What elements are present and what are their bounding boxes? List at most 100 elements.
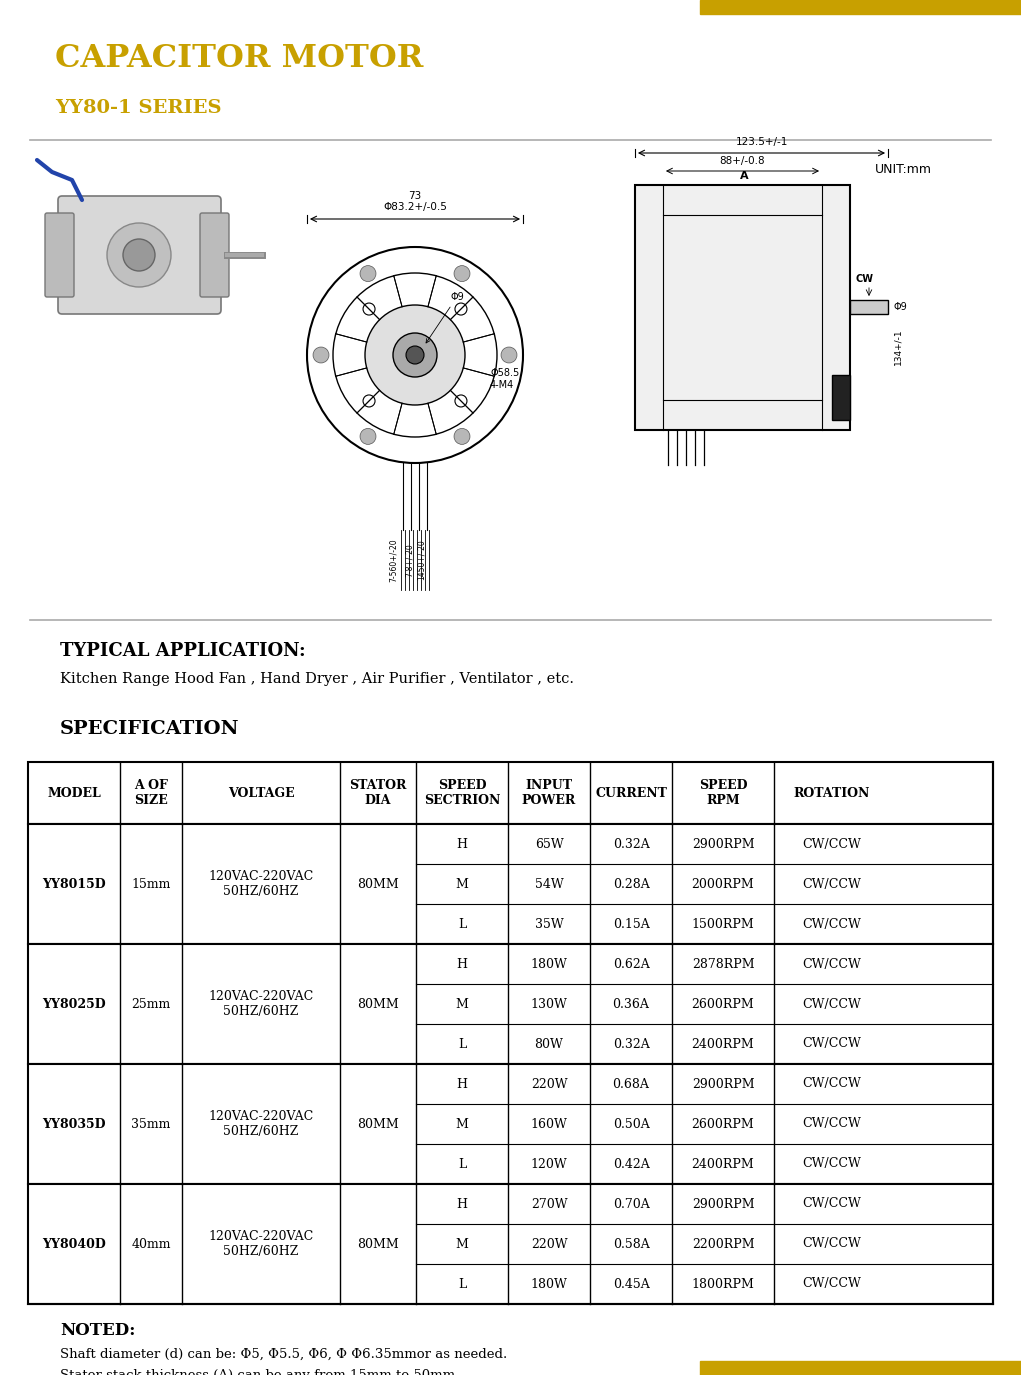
Text: YY8035D: YY8035D bbox=[42, 1118, 106, 1130]
Circle shape bbox=[393, 333, 437, 377]
Text: ROTATION: ROTATION bbox=[793, 786, 870, 799]
Bar bbox=[700, 0, 1021, 14]
Text: SPEED
RPM: SPEED RPM bbox=[698, 780, 747, 807]
Text: 2400RPM: 2400RPM bbox=[691, 1158, 755, 1170]
Text: 7-560+/-20: 7-560+/-20 bbox=[389, 538, 397, 582]
Circle shape bbox=[107, 223, 171, 287]
Text: 88+/-0.8: 88+/-0.8 bbox=[720, 155, 766, 166]
Text: L: L bbox=[457, 1038, 467, 1050]
Circle shape bbox=[454, 429, 470, 444]
Text: 120W: 120W bbox=[531, 1158, 568, 1170]
Text: 220W: 220W bbox=[531, 1238, 568, 1250]
Bar bbox=[28, 762, 993, 824]
Text: SPEED
SECTRION: SPEED SECTRION bbox=[424, 780, 500, 807]
Bar bbox=[700, 1361, 1021, 1375]
Text: 2900RPM: 2900RPM bbox=[691, 1078, 755, 1090]
Text: Shaft diameter (d) can be: Φ5, Φ5.5, Φ6, Φ Φ6.35mmor as needed.: Shaft diameter (d) can be: Φ5, Φ5.5, Φ6,… bbox=[60, 1348, 507, 1361]
Text: CW/CCW: CW/CCW bbox=[803, 877, 861, 891]
Text: 120VAC-220VAC
50HZ/60HZ: 120VAC-220VAC 50HZ/60HZ bbox=[208, 1110, 313, 1138]
Text: H: H bbox=[456, 1198, 468, 1210]
Text: 134+/-1: 134+/-1 bbox=[893, 329, 902, 366]
Text: CW: CW bbox=[855, 274, 873, 285]
Text: 2900RPM: 2900RPM bbox=[691, 1198, 755, 1210]
Text: 15mm: 15mm bbox=[132, 877, 171, 891]
Text: CW/CCW: CW/CCW bbox=[803, 957, 861, 971]
Circle shape bbox=[123, 239, 155, 271]
Text: TYPICAL APPLICATION:: TYPICAL APPLICATION: bbox=[60, 642, 305, 660]
Text: 0.58A: 0.58A bbox=[613, 1238, 649, 1250]
Text: H: H bbox=[456, 1078, 468, 1090]
Text: 123.5+/-1: 123.5+/-1 bbox=[735, 138, 787, 147]
Text: CW/CCW: CW/CCW bbox=[803, 1158, 861, 1170]
Text: L: L bbox=[457, 917, 467, 931]
Text: CW/CCW: CW/CCW bbox=[803, 1118, 861, 1130]
Text: 160W: 160W bbox=[531, 1118, 568, 1130]
Text: 0.68A: 0.68A bbox=[613, 1078, 649, 1090]
Text: YY80-1 SERIES: YY80-1 SERIES bbox=[55, 99, 222, 117]
Text: 1450+/-20: 1450+/-20 bbox=[417, 539, 426, 580]
Text: 1800RPM: 1800RPM bbox=[691, 1277, 755, 1291]
Text: INPUT
POWER: INPUT POWER bbox=[522, 780, 576, 807]
Text: L: L bbox=[457, 1158, 467, 1170]
Text: M: M bbox=[455, 1118, 469, 1130]
Text: 80MM: 80MM bbox=[357, 1118, 399, 1130]
Text: 180W: 180W bbox=[531, 957, 568, 971]
Bar bbox=[28, 945, 993, 1064]
Text: NOTED:: NOTED: bbox=[60, 1321, 136, 1339]
Text: CW/CCW: CW/CCW bbox=[803, 1038, 861, 1050]
Text: 0.32A: 0.32A bbox=[613, 1038, 649, 1050]
FancyBboxPatch shape bbox=[58, 197, 221, 314]
Bar bbox=[28, 1064, 993, 1184]
Text: 0.50A: 0.50A bbox=[613, 1118, 649, 1130]
Text: CW/CCW: CW/CCW bbox=[803, 1198, 861, 1210]
Text: 270W: 270W bbox=[531, 1198, 568, 1210]
Text: 130W: 130W bbox=[531, 997, 568, 1011]
Text: 80MM: 80MM bbox=[357, 877, 399, 891]
Text: 2600RPM: 2600RPM bbox=[691, 1118, 755, 1130]
Text: CW/CCW: CW/CCW bbox=[803, 917, 861, 931]
Bar bbox=[635, 186, 850, 430]
Text: M: M bbox=[455, 997, 469, 1011]
Text: 2878RPM: 2878RPM bbox=[691, 957, 755, 971]
Text: SPECIFICATION: SPECIFICATION bbox=[60, 720, 240, 738]
Text: CURRENT: CURRENT bbox=[595, 786, 667, 799]
Text: M: M bbox=[455, 877, 469, 891]
Text: MODEL: MODEL bbox=[47, 786, 101, 799]
Text: 1500RPM: 1500RPM bbox=[691, 917, 755, 931]
Text: 2200RPM: 2200RPM bbox=[691, 1238, 755, 1250]
Text: H: H bbox=[456, 837, 468, 851]
Text: 2600RPM: 2600RPM bbox=[691, 997, 755, 1011]
Text: 0.70A: 0.70A bbox=[613, 1198, 649, 1210]
Text: Φ9: Φ9 bbox=[426, 292, 464, 342]
Text: 0.42A: 0.42A bbox=[613, 1158, 649, 1170]
Circle shape bbox=[455, 302, 467, 315]
Text: CAPACITOR MOTOR: CAPACITOR MOTOR bbox=[55, 43, 424, 73]
Text: CW/CCW: CW/CCW bbox=[803, 997, 861, 1011]
Text: Φ83.2+/-0.5: Φ83.2+/-0.5 bbox=[383, 202, 447, 212]
Bar bbox=[850, 300, 888, 314]
Text: CW/CCW: CW/CCW bbox=[803, 1277, 861, 1291]
Circle shape bbox=[313, 346, 329, 363]
Text: 2900RPM: 2900RPM bbox=[691, 837, 755, 851]
Bar bbox=[28, 1184, 993, 1304]
Circle shape bbox=[454, 265, 470, 282]
Text: VOLTAGE: VOLTAGE bbox=[228, 786, 294, 799]
Text: CW/CCW: CW/CCW bbox=[803, 837, 861, 851]
Text: 2000RPM: 2000RPM bbox=[691, 877, 755, 891]
Text: YY8040D: YY8040D bbox=[42, 1238, 106, 1250]
FancyBboxPatch shape bbox=[45, 213, 74, 297]
Text: Φ9: Φ9 bbox=[893, 302, 907, 312]
Text: 2400RPM: 2400RPM bbox=[691, 1038, 755, 1050]
Circle shape bbox=[360, 429, 376, 444]
Circle shape bbox=[501, 346, 517, 363]
Text: H: H bbox=[456, 957, 468, 971]
Text: UNIT:mm: UNIT:mm bbox=[875, 164, 932, 176]
Text: Φ58.5: Φ58.5 bbox=[490, 368, 520, 378]
Text: 0.15A: 0.15A bbox=[613, 917, 649, 931]
Text: 180W: 180W bbox=[531, 1277, 568, 1291]
Text: 80MM: 80MM bbox=[357, 997, 399, 1011]
Text: 40mm: 40mm bbox=[132, 1238, 171, 1250]
Bar bbox=[832, 375, 850, 419]
Text: 54W: 54W bbox=[535, 877, 564, 891]
Text: 120VAC-220VAC
50HZ/60HZ: 120VAC-220VAC 50HZ/60HZ bbox=[208, 1231, 313, 1258]
